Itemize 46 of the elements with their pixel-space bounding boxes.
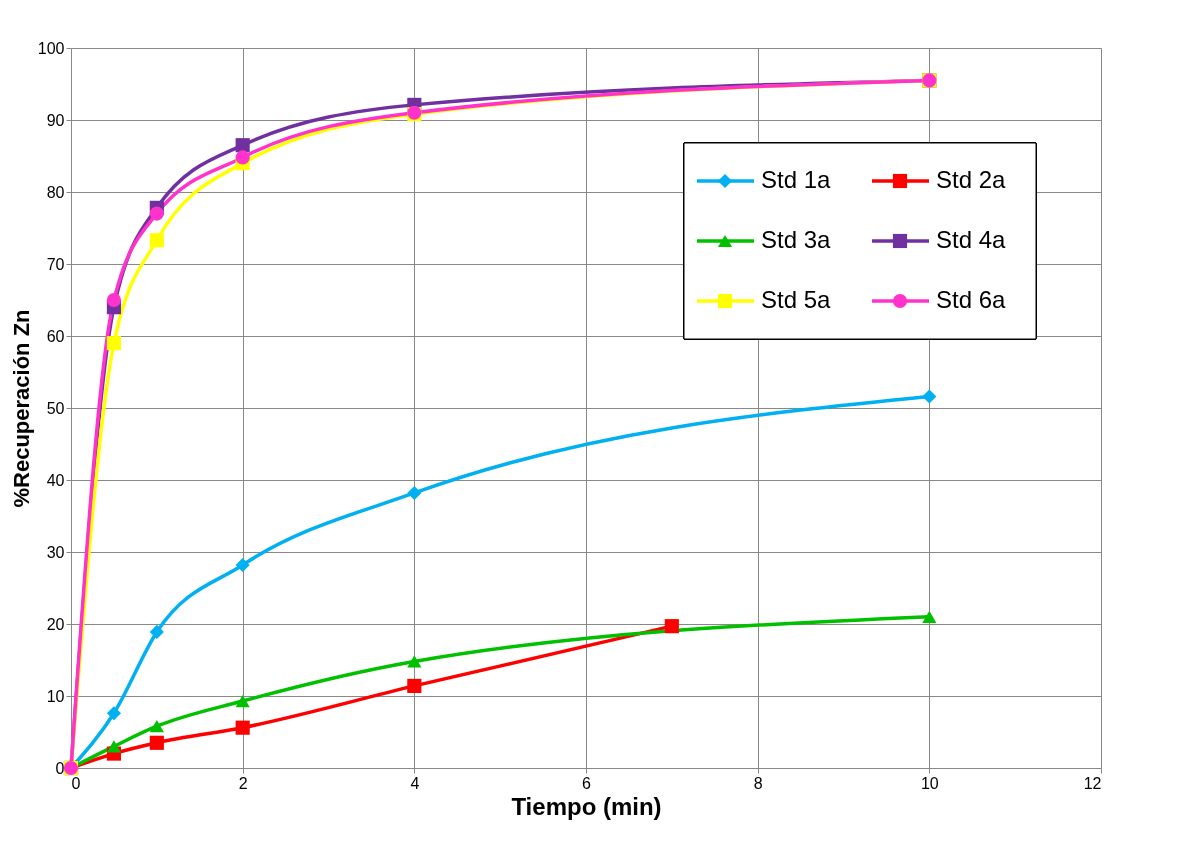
- y-tick-label: 30: [46, 543, 65, 561]
- point: [149, 233, 164, 248]
- point: [235, 557, 250, 573]
- x-tick-label: 2: [238, 774, 248, 792]
- point: [149, 720, 164, 733]
- point: [106, 740, 121, 753]
- point: [106, 336, 121, 351]
- x-tick-label: 12: [1083, 774, 1102, 792]
- point: [149, 624, 164, 639]
- y-tick-label: 70: [46, 255, 65, 273]
- point: [149, 206, 164, 221]
- y-tick-label: 90: [46, 111, 65, 129]
- x-axis-title: Tiempo (min): [511, 792, 662, 820]
- y-tick-label: 0: [55, 759, 65, 777]
- y-tick-label: 40: [46, 471, 65, 489]
- legend-label: Std 2a: [936, 166, 1007, 193]
- y-tick-label: 50: [46, 399, 65, 417]
- point: [149, 735, 164, 750]
- y-tick-label: 20: [46, 615, 65, 633]
- legend-label: Std 4a: [936, 226, 1007, 253]
- point: [106, 706, 121, 721]
- legend-label: Std 3a: [761, 226, 832, 253]
- point: [664, 619, 679, 634]
- point: [235, 138, 250, 153]
- legend-label: Std 6a: [936, 286, 1007, 313]
- y-axis-title: %Recuperación Zn: [8, 309, 34, 508]
- x-tick-label: 4: [410, 774, 420, 792]
- point: [922, 389, 937, 404]
- point: [922, 610, 937, 623]
- point: [235, 694, 250, 708]
- point: [106, 292, 121, 308]
- point: [235, 150, 250, 165]
- x-tick-label: 6: [582, 774, 592, 792]
- x-tick-label: 10: [920, 774, 939, 792]
- legend-label: Std 5a: [761, 286, 832, 313]
- y-tick-label: 80: [46, 183, 65, 201]
- x-tick-label: 0: [71, 774, 81, 792]
- point: [235, 720, 250, 735]
- y-tick-label: 10: [46, 687, 65, 705]
- y-tick-label: 60: [46, 327, 65, 345]
- point: [407, 485, 422, 501]
- x-tick-label: 8: [753, 774, 763, 792]
- y-tick-label: 100: [37, 39, 65, 57]
- point: [407, 678, 422, 693]
- legend-label: Std 1a: [761, 166, 832, 193]
- point: [407, 655, 422, 668]
